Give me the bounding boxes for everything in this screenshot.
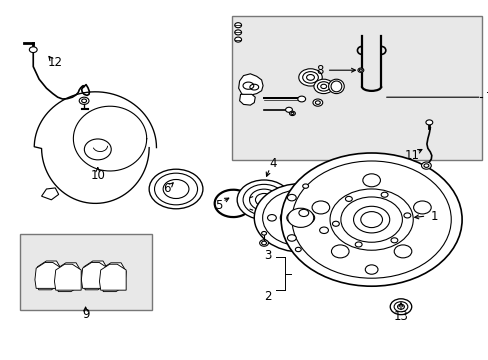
Circle shape (319, 202, 328, 208)
Circle shape (302, 184, 308, 188)
Circle shape (79, 97, 89, 104)
Text: 8: 8 (316, 64, 324, 77)
Text: 10: 10 (90, 169, 105, 182)
Circle shape (285, 107, 292, 112)
Polygon shape (99, 264, 126, 290)
Circle shape (353, 206, 389, 233)
Circle shape (261, 231, 266, 235)
Circle shape (389, 299, 411, 315)
Circle shape (413, 201, 430, 214)
Circle shape (290, 112, 293, 114)
Circle shape (311, 201, 329, 214)
Polygon shape (35, 262, 61, 288)
Ellipse shape (328, 79, 344, 94)
Polygon shape (56, 263, 81, 292)
Text: 7: 7 (485, 91, 488, 104)
Circle shape (234, 37, 241, 42)
Polygon shape (101, 263, 126, 292)
Circle shape (254, 184, 346, 252)
Text: 11: 11 (404, 149, 419, 162)
Circle shape (332, 221, 339, 226)
Circle shape (312, 99, 322, 106)
Circle shape (313, 79, 333, 94)
Circle shape (319, 227, 328, 234)
Text: 6: 6 (163, 182, 171, 195)
Circle shape (291, 161, 450, 278)
Circle shape (163, 180, 188, 198)
Circle shape (381, 192, 387, 197)
Circle shape (81, 99, 86, 103)
Circle shape (298, 69, 322, 86)
Circle shape (262, 190, 338, 246)
Polygon shape (81, 262, 108, 288)
Circle shape (329, 189, 412, 250)
Circle shape (365, 265, 377, 274)
Circle shape (295, 247, 301, 252)
Circle shape (315, 101, 320, 104)
Circle shape (234, 23, 241, 28)
Text: 2: 2 (264, 291, 271, 303)
Circle shape (287, 208, 313, 228)
Circle shape (393, 245, 411, 258)
Polygon shape (36, 261, 61, 290)
Circle shape (423, 164, 428, 167)
Text: 5: 5 (215, 199, 223, 212)
Polygon shape (54, 264, 81, 290)
Circle shape (306, 75, 314, 80)
Circle shape (287, 194, 296, 201)
Text: 3: 3 (264, 249, 271, 262)
Ellipse shape (286, 210, 314, 225)
Circle shape (421, 162, 430, 169)
Circle shape (393, 302, 407, 312)
Ellipse shape (280, 207, 321, 229)
Circle shape (289, 111, 295, 116)
Circle shape (345, 196, 351, 201)
Bar (232, 16, 481, 160)
Text: 12: 12 (47, 57, 62, 69)
Ellipse shape (330, 81, 341, 92)
Circle shape (287, 235, 296, 241)
Circle shape (359, 69, 362, 71)
Circle shape (340, 197, 402, 242)
Circle shape (302, 72, 318, 83)
Circle shape (259, 240, 268, 246)
Bar (20, 234, 151, 310)
Circle shape (237, 180, 290, 220)
Circle shape (403, 213, 410, 218)
Circle shape (362, 174, 380, 187)
Circle shape (390, 238, 397, 243)
Text: 13: 13 (393, 310, 407, 323)
Circle shape (320, 84, 326, 89)
Circle shape (154, 173, 197, 205)
Polygon shape (82, 261, 108, 290)
Circle shape (243, 184, 285, 215)
Circle shape (360, 212, 382, 228)
Circle shape (397, 304, 404, 309)
Text: 1: 1 (429, 210, 437, 222)
Circle shape (261, 241, 266, 245)
Circle shape (298, 210, 308, 216)
Polygon shape (239, 94, 255, 105)
Text: 9: 9 (81, 309, 89, 321)
Text: 4: 4 (268, 157, 276, 170)
Circle shape (281, 153, 461, 286)
Circle shape (297, 96, 305, 102)
Circle shape (354, 242, 361, 247)
Circle shape (29, 47, 37, 53)
Circle shape (249, 189, 278, 211)
Circle shape (255, 193, 272, 206)
Circle shape (149, 169, 203, 209)
Circle shape (331, 245, 348, 258)
Circle shape (234, 30, 241, 35)
Circle shape (267, 215, 276, 221)
Circle shape (425, 120, 432, 125)
Polygon shape (238, 74, 263, 95)
Circle shape (357, 68, 363, 72)
Polygon shape (41, 188, 59, 200)
Circle shape (317, 82, 329, 91)
